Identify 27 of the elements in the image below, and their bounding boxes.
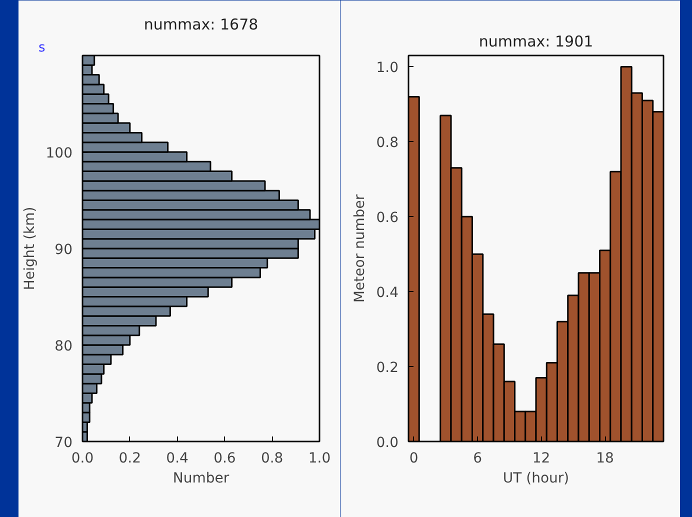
text: s [38, 40, 46, 56]
x-tick-label: 6 [473, 450, 482, 466]
y-tick-label: 0.8 [376, 135, 398, 152]
chart-title: nummax: 1678 [144, 16, 258, 34]
x-tick-label: 0.6 [214, 450, 236, 466]
x-tick-label: 18 [596, 450, 614, 466]
y-tick-label: 70 [54, 435, 73, 451]
y-tick-label: 80 [54, 338, 73, 354]
y-tick-label: 90 [54, 242, 73, 258]
y-tick-label: 1.0 [376, 60, 398, 76]
y-tick-label: 100 [46, 146, 73, 162]
x-tick-label: 1.0 [308, 450, 331, 466]
y-tick-label: 0.0 [376, 435, 398, 451]
x-tick-label: 0.8 [260, 450, 284, 466]
y-tick-label: 0.4 [376, 285, 399, 302]
x-axis-title: UT (hour) [502, 470, 570, 486]
y-axis-title: Meteor number [352, 194, 368, 303]
y-tick-label: 0.2 [376, 360, 398, 376]
x-axis-title: Number [172, 470, 230, 486]
chart-title: nummax: 1901 [478, 32, 594, 50]
x-tick-label: 0.0 [71, 450, 94, 466]
x-tick-label: 0.2 [118, 450, 142, 466]
x-tick-label: 0.4 [166, 450, 189, 466]
y-axis-title: Height (km) [22, 206, 38, 290]
x-tick-label: 0 [409, 450, 418, 466]
x-tick-label: 12 [532, 450, 550, 466]
y-tick-label: 0.6 [376, 210, 399, 226]
